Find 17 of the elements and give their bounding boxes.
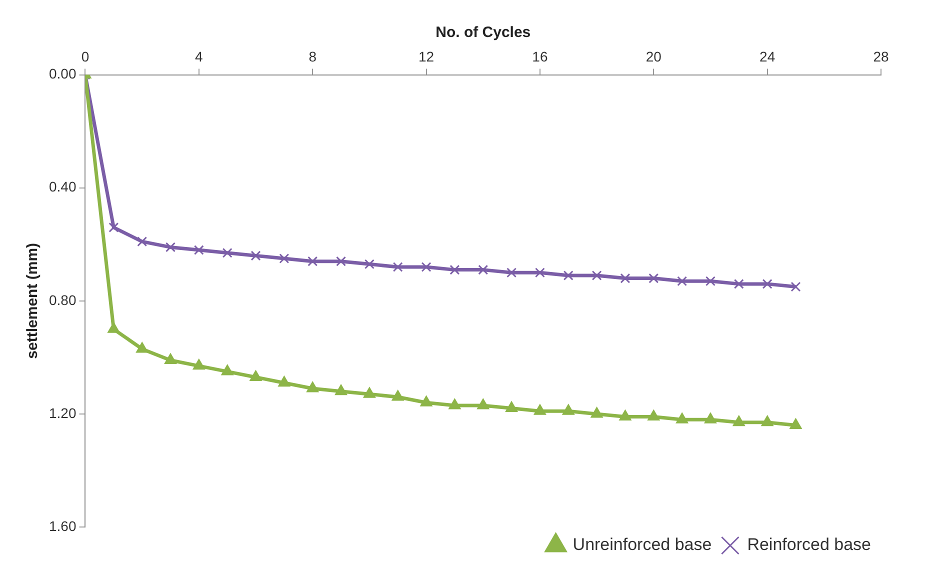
x-tick-label: 16 xyxy=(532,48,548,64)
x-tick-label: 24 xyxy=(760,48,776,64)
y-tick-label: 1.20 xyxy=(49,404,76,421)
legend-label: Unreinforced base xyxy=(572,535,712,554)
x-tick-label: 28 xyxy=(873,48,889,64)
x-axis-title: No. of Cycles xyxy=(436,24,531,42)
legend-label: Reinforced base xyxy=(747,535,872,554)
y-tick-label: 0.40 xyxy=(49,178,76,195)
y-tick-label: 1.60 xyxy=(49,518,76,534)
y-tick-label: 0.00 xyxy=(49,66,76,82)
x-tick-label: 8 xyxy=(308,48,317,64)
x-tick-label: 0 xyxy=(81,48,90,64)
x-tick-label: 4 xyxy=(195,48,204,64)
x-tick-label: 20 xyxy=(646,48,662,64)
y-tick-label: 0.80 xyxy=(49,292,76,308)
y-axis-title: settlement (mm) xyxy=(24,242,42,359)
x-tick-label: 12 xyxy=(418,48,434,64)
